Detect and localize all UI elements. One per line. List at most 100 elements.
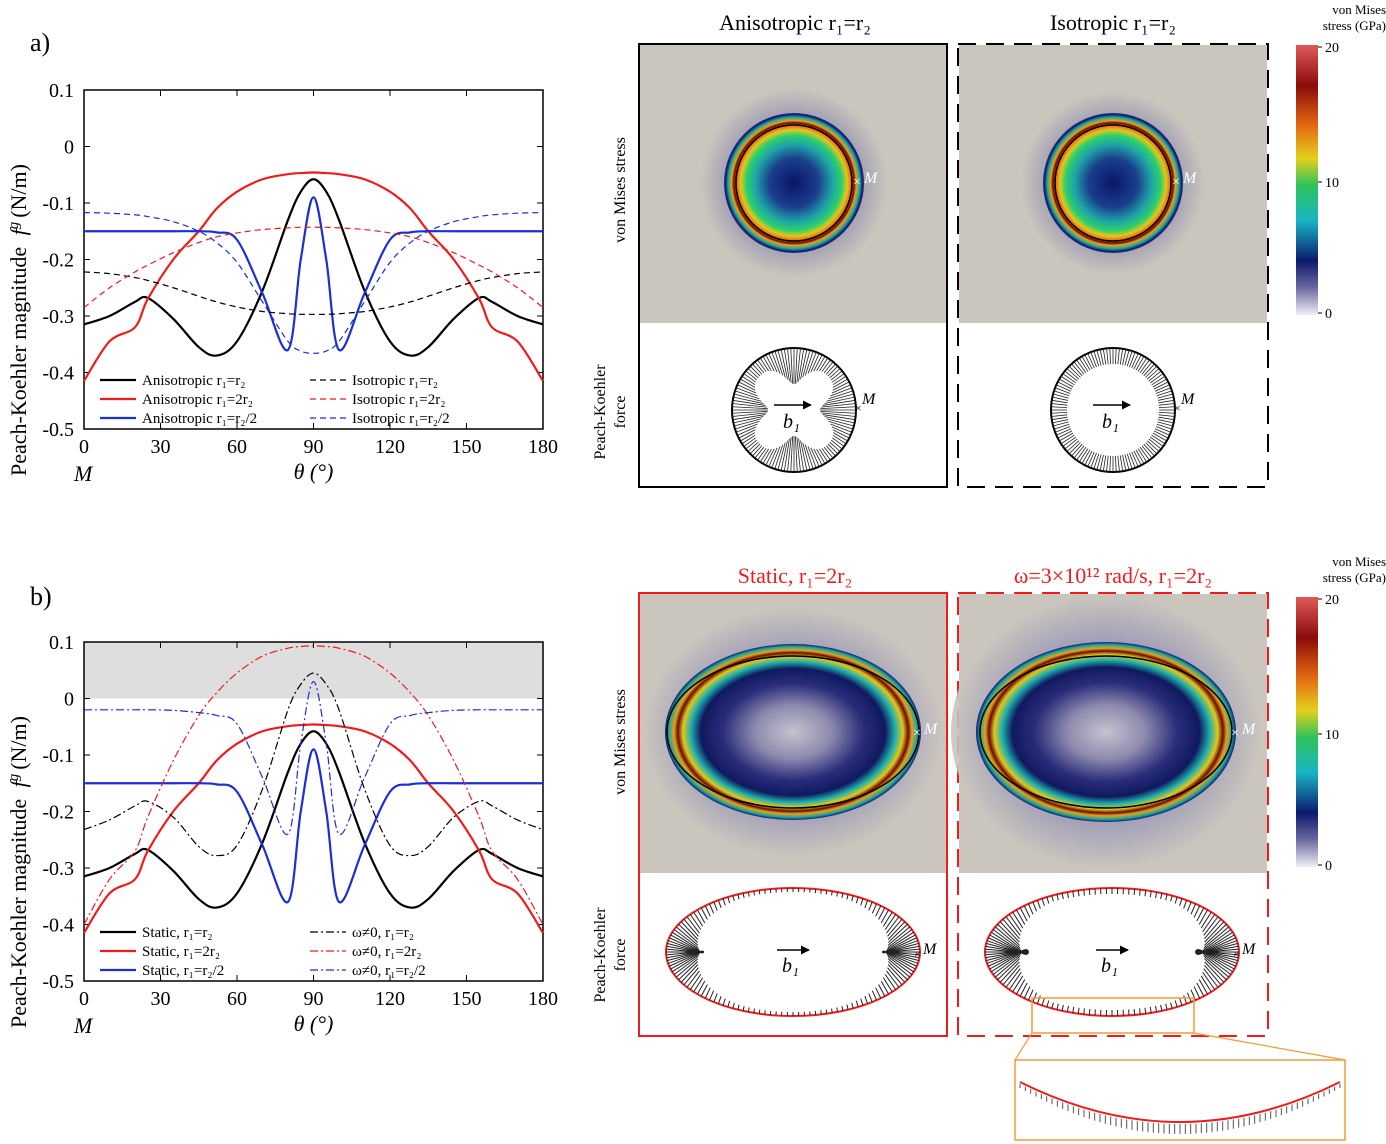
panel-b-label: b): [30, 582, 52, 611]
colorbar-a-title-1: von Mises: [1332, 2, 1386, 17]
series-line: [83, 178, 544, 357]
row1-label-a: von Mises stress: [612, 137, 629, 243]
pk-a-left-m-label: M: [861, 391, 877, 408]
colorbar-b-tick-10: 10: [1325, 728, 1339, 743]
chart-b: 0 30 60 90 120 150 180 0.1 0 -0.1 -0.2 -0.3 -0.4 -0.5…: [6, 632, 558, 1038]
x-tick-label: 90: [304, 436, 324, 458]
shaded-band: [84, 642, 543, 699]
series-line: [83, 212, 544, 354]
x-tick-label: 90: [304, 988, 324, 1010]
x-axis-label: θ (°): [294, 459, 334, 484]
legend-label: ω≠0, r₁=r₂/2: [352, 963, 426, 979]
series-line: [83, 271, 544, 315]
y-tick-label: -0.4: [42, 915, 74, 937]
x-tick-label: 180: [528, 988, 558, 1010]
y-tick-label: -0.2: [42, 250, 74, 272]
series-line: [83, 723, 544, 934]
pk-b-right-m-label: M: [1241, 941, 1257, 958]
y-tick-label: -0.1: [42, 193, 74, 215]
pk-a-right-m-label: M: [1180, 391, 1196, 408]
y-tick-label: -0.3: [42, 858, 74, 880]
legend-label: Isotropic r₁=r₂/2: [352, 411, 450, 427]
zoom-box: [1031, 997, 1195, 1034]
pk-force-a-right: b₁ × M: [1050, 347, 1196, 473]
series-line: [83, 748, 543, 904]
svg-text:×: ×: [855, 401, 862, 415]
pk-force-b-right: b₁ × M: [984, 887, 1257, 1017]
legend-label: ω≠0, r₁=2r₂: [352, 944, 422, 960]
x-origin-label: M: [73, 461, 94, 486]
map-a-left-m-marker: ×: [853, 175, 861, 190]
x-tick-label: 30: [151, 436, 171, 458]
x-tick-label: 0: [79, 988, 89, 1010]
map-b-right-m-label: M: [1241, 721, 1257, 738]
series-line: [83, 196, 543, 352]
series-line: [83, 645, 544, 925]
pk-a-right-vector-label: b₁: [1102, 411, 1119, 433]
series-line: [83, 226, 544, 308]
map-a-right-title: Isotropic r₁=r₂: [1049, 10, 1177, 35]
x-axis-label: θ (°): [294, 1011, 334, 1036]
map-b-left-m-label: M: [923, 721, 939, 738]
map-a-right-frame: [957, 43, 1269, 488]
series-line: [83, 730, 544, 909]
legend-label: Static, r₁=r₂: [142, 925, 213, 941]
y-tick-label: 0: [64, 689, 74, 711]
colorbar-a-tick-10: 10: [1325, 176, 1339, 191]
y-tick-label: 0: [64, 137, 74, 159]
x-tick-label: 180: [528, 436, 558, 458]
colorbar-b-title-1: von Mises: [1332, 554, 1386, 569]
x-tick-label: 60: [227, 988, 247, 1010]
map-a-left-m-label: M: [863, 170, 879, 187]
svg-text:×: ×: [1174, 401, 1181, 415]
map-a-left-title: Anisotropic r₁=r₂: [719, 10, 871, 35]
legend-label: Isotropic r₁=r₂: [352, 373, 438, 389]
maps-a: × M b₁ × M × M b₁ × M von Mises stress P…: [592, 43, 1269, 488]
colorbar-a: von Mises stress (GPa) 20 10 0: [1296, 2, 1386, 322]
map-b-right-frame: [957, 592, 1269, 1037]
colorbar-b-tick-0: 0: [1325, 859, 1332, 874]
series-line: [83, 171, 544, 382]
legend-label: ω≠0, r₁=r₂: [352, 925, 414, 941]
x-tick-label: 120: [375, 436, 405, 458]
map-b-left-title: Static, r₁=2r₂: [737, 563, 853, 588]
map-a-left-frame: [638, 43, 948, 488]
legend-label: Anisotropic r₁=r₂: [142, 373, 245, 389]
row1-label-b: von Mises stress: [612, 689, 629, 795]
legend-label: Isotropic r₁=2r₂: [352, 392, 445, 408]
x-tick-label: 30: [151, 988, 171, 1010]
chart-a: 0 30 60 90 120 150 180 0.1 0 -0.1 -0.2 -0.3 -0.4 -0.5…: [6, 80, 558, 486]
x-tick-label: 150: [452, 436, 482, 458]
x-tick-label: 150: [452, 988, 482, 1010]
x-origin-label: M: [73, 1013, 94, 1038]
y-tick-label: 0.1: [49, 632, 74, 654]
legend-label: Static, r₁=2r₂: [142, 944, 220, 960]
map-b-left-frame: [638, 592, 948, 1037]
svg-text:×: ×: [914, 947, 921, 961]
pk-a-left-vector-label: b₁: [783, 411, 800, 433]
svg-text:×: ×: [1233, 947, 1240, 961]
y-tick-label: -0.5: [42, 971, 74, 993]
series-line: [83, 672, 544, 857]
colorbar-a-tick-20: 20: [1325, 41, 1339, 56]
x-tick-label: 0: [79, 436, 89, 458]
y-tick-label: -0.2: [42, 802, 74, 824]
pk-force-b-left: b₁ × M: [665, 887, 938, 1017]
colorbar-a-title-2: stress (GPa): [1323, 18, 1386, 33]
colorbar-b: von Mises stress (GPa) 20 10 0: [1296, 554, 1386, 874]
map-b-right-title: ω=3×10¹² rad/s, r₁=2r₂: [1013, 563, 1213, 588]
y-tick-label: -0.1: [42, 745, 74, 767]
legend-label: Static, r₁=r₂/2: [142, 963, 224, 979]
row2-label-a-2: force: [612, 396, 629, 429]
colorbar-b-tick-20: 20: [1325, 593, 1339, 608]
x-tick-label: 60: [227, 436, 247, 458]
pk-b-left-vector-label: b₁: [782, 955, 799, 977]
svg-text:×: ×: [913, 726, 921, 741]
y-tick-label: -0.5: [42, 419, 74, 441]
chart-a-ylabel: Peach-Koehler magnitude fg(N/m): [6, 164, 31, 476]
colorbar-b-title-2: stress (GPa): [1323, 570, 1386, 585]
pk-force-a-left: b₁ × M: [731, 347, 877, 473]
svg-text:×: ×: [1172, 175, 1180, 190]
maps-b: × M b₁ × M × M b₁ × M von Mises stress P…: [592, 592, 1346, 1141]
svg-text:×: ×: [1231, 726, 1239, 741]
